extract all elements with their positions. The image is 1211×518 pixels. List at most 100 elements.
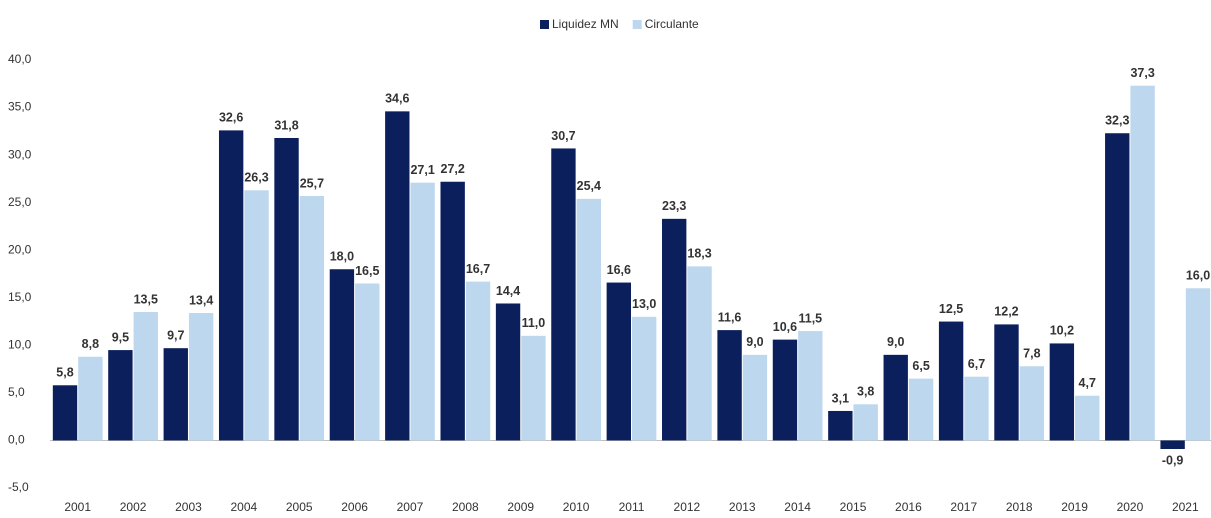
x-tick-label: 2001	[64, 500, 91, 514]
bar	[410, 182, 435, 441]
value-label: 37,3	[1130, 66, 1154, 80]
value-label: 14,4	[496, 284, 520, 298]
value-label: 8,8	[82, 337, 99, 351]
bar	[798, 331, 823, 441]
value-label: 3,1	[832, 391, 849, 405]
value-label: 34,6	[385, 92, 409, 106]
x-tick-label: 2014	[784, 500, 811, 514]
bar	[883, 354, 908, 441]
bar	[1019, 366, 1045, 441]
bar	[163, 348, 188, 441]
bar	[551, 148, 576, 441]
y-tick-label: 40,0	[8, 52, 32, 66]
value-label: -0,9	[1162, 453, 1184, 467]
value-label: 9,0	[746, 335, 763, 349]
legend-swatch	[632, 20, 642, 29]
y-tick-label: 5,0	[8, 385, 25, 399]
value-label: 16,6	[607, 263, 631, 277]
value-label: 30,7	[551, 129, 575, 143]
bar	[1130, 85, 1155, 441]
bar	[908, 378, 934, 441]
x-tick-label: 2003	[175, 500, 202, 514]
value-label: 13,4	[189, 293, 213, 307]
value-label: 18,0	[330, 250, 354, 264]
bar	[632, 316, 657, 441]
value-label: 7,8	[1023, 347, 1040, 361]
value-label: 4,7	[1079, 376, 1096, 390]
y-tick-label: 0,0	[8, 433, 25, 447]
x-tick-label: 2010	[563, 500, 590, 514]
value-label: 13,0	[632, 297, 656, 311]
x-tick-label: 2007	[397, 500, 424, 514]
bar	[1185, 288, 1211, 441]
bar	[355, 283, 380, 441]
x-tick-label: 2013	[729, 500, 756, 514]
value-label: 11,5	[799, 311, 823, 325]
legend-label: Circulante	[645, 17, 699, 31]
legend-swatch	[540, 20, 549, 29]
x-tick-label: 2009	[507, 500, 534, 514]
bar	[385, 111, 410, 441]
value-label: 3,8	[857, 385, 874, 399]
y-tick-label: 30,0	[8, 147, 32, 161]
bar	[994, 324, 1019, 441]
x-tick-label: 2011	[619, 500, 645, 514]
y-tick-label: 15,0	[8, 290, 32, 304]
bar	[662, 218, 687, 441]
value-label: 9,0	[887, 335, 904, 349]
bar	[742, 354, 768, 441]
bar	[218, 130, 244, 441]
x-tick-label: 2021	[1172, 500, 1199, 514]
bar	[274, 137, 299, 441]
value-label: 9,5	[112, 330, 129, 344]
x-tick-label: 2008	[452, 500, 479, 514]
bar	[828, 410, 853, 441]
bar	[244, 190, 269, 441]
value-label: 12,5	[939, 302, 963, 316]
legend-label: Liquidez MN	[552, 17, 619, 31]
value-label: 32,6	[219, 111, 243, 125]
value-label: 23,3	[662, 199, 686, 213]
value-label: 10,2	[1050, 324, 1074, 338]
bar	[964, 376, 989, 441]
bar	[576, 198, 601, 441]
bar	[329, 269, 355, 441]
y-tick-label: 35,0	[8, 100, 32, 114]
value-label: 12,2	[994, 305, 1018, 319]
x-tick-label: 2017	[950, 500, 977, 514]
value-label: 11,0	[522, 316, 546, 330]
bar	[440, 181, 465, 441]
bar	[606, 282, 631, 441]
y-tick-label: 10,0	[8, 338, 32, 352]
bar	[1049, 343, 1075, 441]
value-label: 6,5	[912, 359, 929, 373]
bar	[188, 312, 214, 441]
bar	[495, 303, 521, 441]
bar	[1160, 440, 1185, 450]
x-tick-label: 2020	[1117, 500, 1144, 514]
value-label: 16,0	[1186, 269, 1210, 283]
value-label: 13,5	[134, 292, 158, 306]
x-tick-label: 2006	[341, 500, 368, 514]
bar	[133, 312, 158, 441]
bar	[465, 281, 491, 441]
value-label: 16,5	[355, 264, 379, 278]
x-tick-label: 2012	[674, 500, 701, 514]
bar	[772, 339, 798, 441]
x-tick-label: 2005	[286, 500, 313, 514]
value-label: 6,7	[968, 357, 985, 371]
bar	[108, 350, 133, 441]
x-tick-label: 2016	[895, 500, 922, 514]
bar	[521, 335, 546, 441]
value-label: 32,3	[1105, 114, 1129, 128]
bar	[687, 266, 712, 441]
value-label: 5,8	[56, 366, 73, 380]
value-label: 27,2	[441, 162, 465, 176]
bar	[717, 330, 742, 441]
bar	[853, 404, 878, 441]
value-label: 9,7	[167, 328, 184, 342]
bar	[299, 196, 325, 441]
x-tick-label: 2004	[230, 500, 257, 514]
value-label: 16,7	[466, 262, 490, 276]
